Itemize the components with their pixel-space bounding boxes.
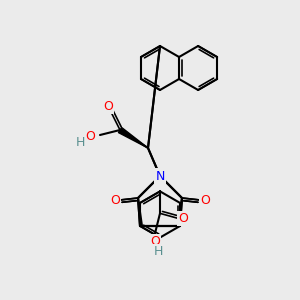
Text: O: O — [200, 194, 210, 206]
Text: O: O — [110, 194, 120, 206]
Text: O: O — [178, 212, 188, 225]
Text: N: N — [155, 169, 165, 182]
Text: O: O — [103, 100, 113, 112]
Text: O: O — [110, 194, 120, 206]
Polygon shape — [118, 128, 148, 148]
Text: H: H — [75, 136, 85, 149]
Text: H: H — [153, 245, 163, 258]
Text: O: O — [200, 194, 210, 206]
Text: O: O — [85, 130, 95, 143]
Text: O: O — [150, 235, 160, 248]
Text: N: N — [155, 169, 165, 182]
